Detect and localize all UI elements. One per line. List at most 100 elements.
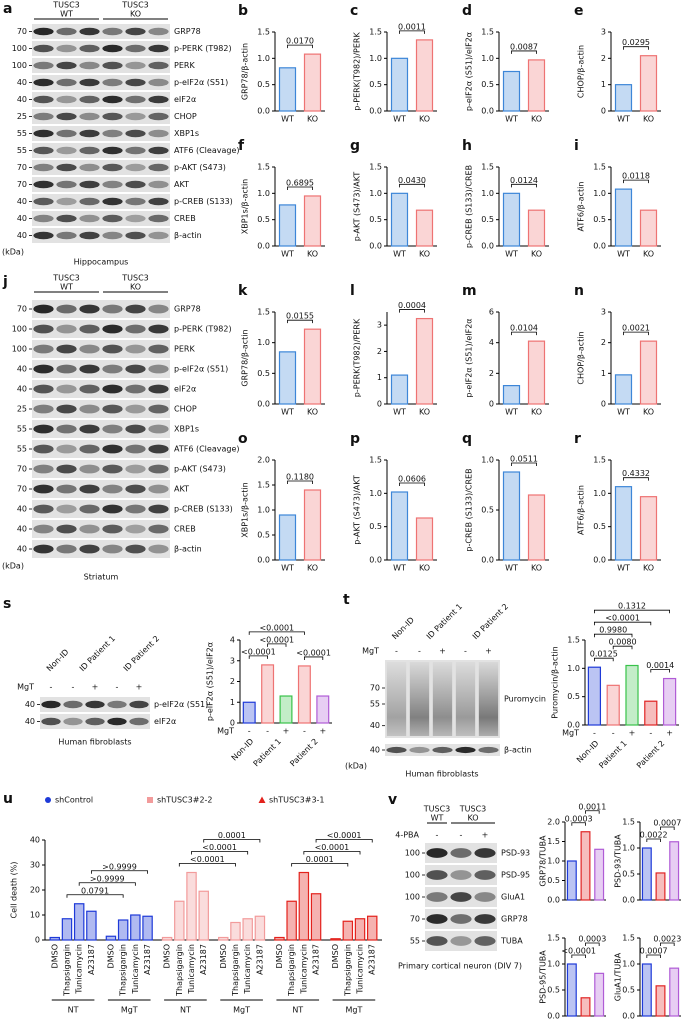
x-tick-label: KO (531, 250, 542, 259)
blot-band (148, 364, 169, 374)
kda-label: 40 (17, 365, 27, 374)
y-tick-label: 1.0 (257, 506, 270, 515)
blot-band (102, 95, 123, 104)
y-tick-label: 2 (601, 54, 606, 63)
blot-band (102, 112, 123, 121)
y-tick-label: 1.5 (481, 163, 494, 172)
bar (625, 664, 639, 726)
y-tick-label: 40 (30, 836, 40, 845)
significance-bracket (399, 30, 425, 34)
p-value: 0.0023 (653, 935, 681, 944)
panel-letter: l (350, 283, 355, 299)
kda-label: 70 (17, 465, 27, 474)
blot-band (450, 892, 472, 902)
band-label: β-actin (174, 545, 202, 554)
blot-band (148, 304, 169, 314)
bar (278, 514, 297, 561)
bar (230, 921, 241, 941)
y-tick-label: 0.0 (622, 896, 635, 905)
kda-label: 40 (17, 78, 27, 87)
genotype-group: WT (60, 283, 73, 292)
bar (580, 997, 591, 1017)
bar (342, 920, 354, 941)
x-tick-label: Thapsigargin (175, 944, 184, 997)
blot-band (56, 78, 77, 87)
kda-label: 70 (17, 163, 27, 172)
bar (606, 684, 620, 726)
bar (639, 209, 658, 247)
blot-band (79, 163, 100, 172)
blot-band (79, 44, 100, 53)
blot-band (79, 112, 100, 121)
blot-band (125, 197, 146, 206)
kda-label: 55 (17, 425, 27, 434)
significance-bracket (623, 179, 649, 184)
y-tick-label: 0.5 (593, 522, 606, 531)
blot-band (33, 180, 54, 189)
y-tick-label: 0.0 (369, 107, 382, 116)
bar (186, 871, 197, 941)
blot-band (125, 304, 146, 314)
y-tick-label: 0.0 (369, 242, 382, 251)
bar (502, 385, 521, 405)
genotype-gene: TUSC3 (423, 805, 451, 814)
blot-band (125, 163, 146, 172)
blot-band (102, 324, 123, 334)
treatment-sign: + (439, 647, 446, 656)
y-tick-label: 1.5 (622, 934, 635, 943)
blot-band (148, 129, 169, 138)
kda-unit: (kDa) (2, 562, 24, 571)
significance-bracket (303, 851, 361, 855)
panel-letter: k (238, 283, 248, 299)
blot-band (474, 914, 496, 924)
blot-band (63, 717, 83, 726)
band-label: ATF6 (Cleavage) (174, 146, 239, 155)
y-axis-label: XBP1s/β-actin (241, 179, 250, 234)
y-tick-label: 1.5 (547, 837, 560, 846)
blot-band (33, 163, 54, 172)
x-tick-label: KO (531, 115, 542, 124)
group-label: NT (180, 1006, 191, 1015)
x-tick-label: Thapsigargin (62, 944, 71, 997)
panel-letter: v (388, 792, 397, 808)
y-tick-label: 0.5 (547, 876, 560, 885)
bar (254, 915, 266, 941)
blot-band (125, 95, 146, 104)
blot-band (148, 504, 169, 514)
blot-band (33, 78, 54, 87)
y-axis-label: CHOP/β-actin (577, 331, 586, 384)
y-axis-label: p-CREB (S133)/CREB (465, 468, 474, 551)
blot-band (148, 484, 169, 494)
bar (415, 517, 434, 561)
p-value: 0.0021 (622, 324, 650, 333)
lane-label: ID Patient 1 (78, 634, 117, 673)
y-tick-label: 1.0 (257, 54, 270, 63)
band-label: p-PERK (T982) (174, 325, 232, 334)
blot-band (33, 324, 54, 334)
blot-caption: Primary cortical neuron (DIV 7) (398, 962, 522, 971)
y-tick-label: 0.5 (593, 215, 606, 224)
p-value: <0.0001 (561, 947, 596, 956)
panel-letter: o (238, 431, 248, 447)
significance-bracket (291, 863, 349, 867)
lane-label: ID Patient 1 (425, 602, 464, 641)
blot-band (56, 197, 77, 206)
treatment-sign: - (50, 683, 53, 692)
p-value: 0.6895 (286, 178, 314, 187)
blot-band (148, 464, 169, 474)
x-tick-label: A23187 (255, 944, 264, 975)
y-tick-label: 0 (377, 400, 382, 409)
bar (49, 936, 61, 941)
y-tick-label: 0.5 (567, 692, 580, 701)
significance-bracket (594, 621, 652, 626)
y-tick-label: 0.0 (593, 242, 606, 251)
bar (303, 195, 322, 247)
blot-band (56, 231, 77, 240)
x-tick-label: Thapsigargin (343, 944, 352, 997)
bar (639, 340, 658, 405)
x-tick-label: DMSO (331, 944, 340, 968)
bar (174, 900, 185, 941)
blot-band (148, 27, 169, 36)
y-tick-label: 2 (230, 677, 235, 686)
